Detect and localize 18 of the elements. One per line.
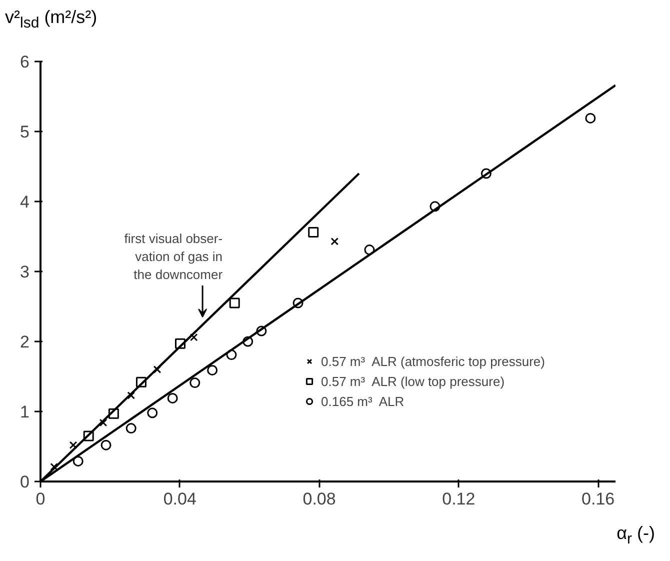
y-tick-label: 5 <box>20 122 30 142</box>
legend-label: 0.57 m³ ALR (atmosferic top pressure) <box>321 354 545 368</box>
x-tick-label: 0 <box>36 490 46 508</box>
y-tick-label: 1 <box>20 402 30 422</box>
y-tick-label: 2 <box>20 332 30 352</box>
y-tick-label: 6 <box>20 52 30 72</box>
y-tick-label: 0 <box>20 472 30 492</box>
x-tick-label: 0.12 <box>442 490 476 508</box>
y-axis-title: v²$_{lsd}$ (m²/s²) <box>5 6 98 34</box>
y-tick-label: 4 <box>20 192 30 212</box>
y-tick-label: 3 <box>20 262 30 282</box>
legend-label: 0.165 m³ ALR <box>321 394 404 408</box>
x-axis-title: α$_{r}$ (-) <box>616 522 655 550</box>
x-tick-label: 0.08 <box>302 490 336 508</box>
legend-label: 0.57 m³ ALR (low top pressure) <box>321 374 505 388</box>
annotation: first visual obser- vation of gas in the downcomer <box>124 231 224 282</box>
x-tick-label: 0.04 <box>163 490 196 508</box>
x-tick-label: 0.16 <box>582 490 615 508</box>
